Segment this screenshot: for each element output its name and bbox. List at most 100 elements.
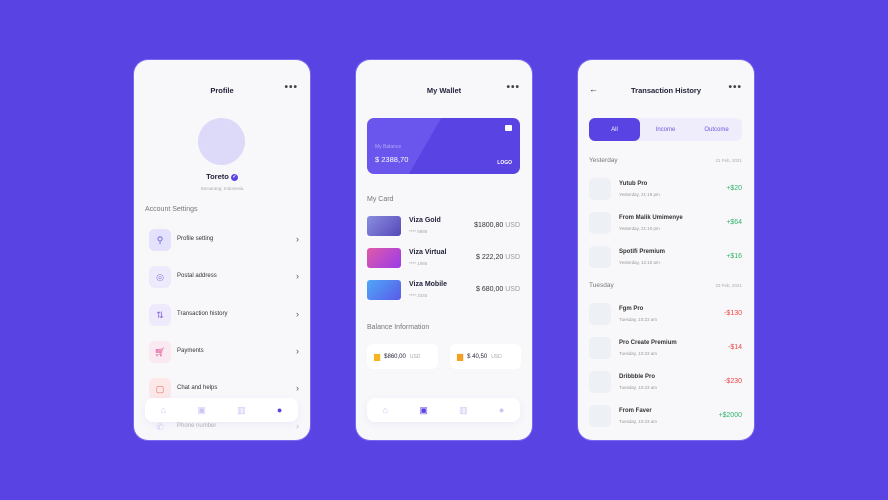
card-currency: USD (505, 286, 520, 293)
chevron-right-icon: › (296, 383, 299, 393)
outcome-amount: $ 40,50 (467, 353, 488, 360)
card-item[interactable]: Viza Virtual **** 1986 $ 222,20 USD (367, 248, 520, 270)
transaction-time: Tuesday, 10:23 am (619, 351, 658, 356)
history-screen: ← Transaction History ••• All Income Out… (578, 60, 754, 440)
transaction-time: Tuesday, 10:23 am (619, 385, 658, 390)
transaction-amount: -$230 (724, 378, 742, 385)
transaction-row[interactable]: Yutub Pro Yesterday, 21:18 pm +$20 (589, 178, 742, 202)
transaction-icon (589, 371, 611, 393)
bottom-nav: ⌂ ▣ ▥ ● (367, 398, 520, 422)
transaction-row[interactable]: From Faver Tuesday, 10:23 am +$2000 (589, 405, 742, 429)
transaction-name: Fgm Pro (619, 306, 644, 312)
more-icon[interactable]: ••• (284, 82, 298, 93)
more-icon[interactable]: ••• (506, 82, 520, 93)
card-item[interactable]: Viza Mobile **** 2345 $ 680,00 USD (367, 280, 520, 302)
income-chart-icon: ▆ (374, 352, 381, 361)
income-amount: $860,00 (384, 353, 406, 360)
menu-label: Postal address (177, 273, 217, 279)
transaction-name: Dribbble Pro (619, 374, 656, 380)
menu-label: Transaction history (177, 311, 228, 317)
day-header: Yesterday 21 Feb, 2021 (589, 157, 742, 164)
transaction-name: Spotifi Premium (619, 249, 666, 255)
transaction-amount: +$64 (726, 219, 742, 226)
profile-icon[interactable]: ● (276, 405, 283, 415)
menu-item-chat[interactable]: ▢ Chat and helps › (149, 378, 299, 400)
home-icon[interactable]: ⌂ (382, 405, 389, 415)
tab-outcome[interactable]: Outcome (704, 126, 729, 133)
menu-label: Payments (177, 348, 204, 354)
card-thumbnail (367, 248, 401, 268)
user-name: Toreto (206, 172, 229, 181)
transaction-time: Yesterday, 21:18 pm (619, 192, 660, 197)
transaction-amount: +$2000 (718, 412, 742, 419)
phone-icon: ✆ (156, 421, 164, 432)
card-thumbnail (367, 280, 401, 300)
transaction-icon (589, 337, 611, 359)
transaction-row[interactable]: Dribbble Pro Tuesday, 10:23 am -$230 (589, 371, 742, 395)
transaction-icon (589, 303, 611, 325)
menu-item-profile-setting[interactable]: ⚲ Profile setting › (149, 229, 299, 251)
menu-item-phone[interactable]: ✆ Phone number › (149, 416, 299, 438)
card-number: **** 8888 (409, 229, 428, 234)
transaction-row[interactable]: Fgm Pro Tuesday, 10:23 am -$130 (589, 303, 742, 327)
profile-icon[interactable]: ● (498, 405, 505, 415)
wallet-icon[interactable]: ▣ (197, 404, 206, 415)
transaction-amount: +$16 (726, 253, 742, 260)
outcome-box[interactable]: ▆ $ 40,50 USD (450, 344, 521, 369)
transaction-time: Yesterday, 12:10 am (619, 260, 660, 265)
tab-all[interactable]: All (589, 118, 640, 141)
chevron-right-icon: › (296, 309, 299, 319)
transaction-name: From Faver (619, 408, 652, 414)
transaction-row[interactable]: From Malik Umimenye Yesterday, 21:10 pm +$… (589, 212, 742, 236)
card-name: Viza Gold (409, 217, 441, 224)
menu-label: Chat and helps (177, 385, 218, 391)
day-date: 23 Feb, 2021 (715, 283, 742, 288)
location-icon: ◎ (149, 266, 171, 288)
tab-income[interactable]: Income (655, 126, 676, 133)
menu-item-transaction-history[interactable]: ⇅ Transaction history › (149, 304, 299, 326)
section-title: My Card (367, 196, 394, 203)
avatar[interactable] (198, 118, 245, 165)
menu-label: Phone number (177, 423, 217, 429)
back-arrow-icon[interactable]: ← (589, 84, 598, 94)
chevron-right-icon: › (296, 346, 299, 356)
menu-label: Profile setting (177, 236, 214, 242)
transaction-amount: -$14 (727, 344, 742, 351)
day-label: Yesterday (589, 157, 618, 164)
chip-icon (505, 125, 512, 131)
page-title: My Wallet (426, 86, 462, 95)
transaction-row[interactable]: Pro Create Premium Tuesday, 10:23 am -$14 (589, 337, 742, 361)
chart-icon[interactable]: ▥ (237, 404, 246, 415)
user-icon: ⚲ (149, 229, 171, 251)
section-title: Balance Information (367, 324, 430, 331)
wallet-icon[interactable]: ▣ (419, 404, 428, 415)
user-location: Semarang, Indonesia (200, 186, 244, 191)
day-header: Tuesday 23 Feb, 2021 (589, 282, 742, 289)
menu-item-payments[interactable]: 🛒︎ Payments › (149, 341, 299, 363)
transaction-row[interactable]: Spotifi Premium Yesterday, 12:10 am +$16 (589, 246, 742, 270)
chart-icon[interactable]: ▥ (459, 404, 468, 415)
more-icon[interactable]: ••• (728, 82, 742, 93)
transaction-name: From Malik Umimenye (619, 215, 683, 221)
filter-tabs: All Income Outcome (589, 118, 742, 141)
outcome-chart-icon: ▆ (457, 352, 464, 361)
transaction-icon (589, 212, 611, 234)
outcome-currency: USD (491, 353, 502, 360)
arrows-icon: ⇅ (149, 304, 171, 326)
card-name: Viza Virtual (409, 249, 447, 256)
card-thumbnail (367, 216, 401, 236)
day-label: Tuesday (589, 282, 614, 289)
card-amount: $ 222,20 (476, 254, 504, 261)
transaction-time: Tuesday, 10:23 am (619, 317, 658, 322)
balance-card[interactable]: My Balance $ 2388,70 LOGO (367, 118, 520, 174)
menu-item-postal-address[interactable]: ◎ Postal address › (149, 266, 299, 288)
transaction-icon (589, 405, 611, 427)
card-item[interactable]: Viza Gold **** 8888 $1800,80 USD (367, 216, 520, 238)
chevron-right-icon: › (296, 421, 299, 431)
transaction-name: Pro Create Premium (619, 340, 677, 346)
transaction-time: Yesterday, 21:10 pm (619, 226, 660, 231)
section-title: Account Settings (145, 206, 198, 213)
page-title: Profile (210, 86, 234, 95)
home-icon[interactable]: ⌂ (160, 405, 167, 415)
income-box[interactable]: ▆ $860,00 USD (367, 344, 438, 369)
